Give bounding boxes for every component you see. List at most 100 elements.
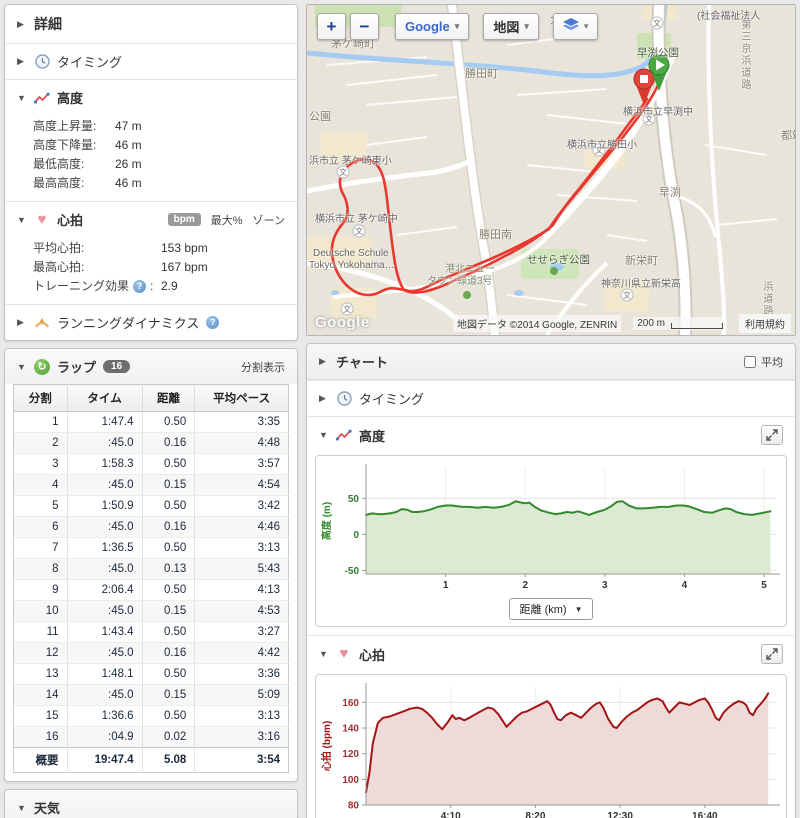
elevation-fullscreen-button[interactable] — [761, 425, 783, 445]
heart-rate-fullscreen-button[interactable] — [761, 644, 783, 664]
lap-row[interactable]: 2:45.0 0.16 4:48 — [13, 432, 289, 454]
lap-row[interactable]: 6:45.0 0.16 4:46 — [13, 516, 289, 538]
svg-text:文: 文 — [343, 304, 351, 314]
timing-section-toggle[interactable]: ▶ タイミング — [5, 43, 297, 79]
collapse-arrow-icon: ▶ — [17, 18, 24, 29]
svg-text:4:10: 4:10 — [441, 811, 461, 818]
lap-row[interactable]: 16:04.9 0.02 3:16 — [13, 726, 289, 748]
laps-table-header-row: 分割 タイム 距離 平均ペース — [13, 384, 289, 412]
elevation-chart-box: -50 0 50 1 2 3 4 5 高度 (m) 距離 (km) ▼ — [315, 455, 787, 627]
lap-row[interactable]: 8:45.0 0.13 5:43 — [13, 558, 289, 580]
svg-text:文: 文 — [623, 290, 631, 300]
start-marker-icon — [648, 54, 670, 91]
svg-text:文: 文 — [595, 145, 603, 155]
chart-elevation-title: 高度 — [359, 428, 386, 444]
map-attribution-bar: 地図データ ©2014 Google, ZENRIN 200 m 利用規約 — [307, 312, 795, 335]
lap-row[interactable]: 3 1:58.3 0.50 3:57 — [13, 453, 289, 475]
elevation-chart: -50 0 50 1 2 3 4 5 高度 (m) — [320, 464, 780, 591]
route-path — [330, 81, 661, 297]
chart-elevation-header[interactable]: ▼ 高度 — [307, 416, 795, 453]
help-icon[interactable]: ? — [133, 280, 147, 293]
svg-text:0: 0 — [353, 530, 359, 541]
svg-text:8:20: 8:20 — [525, 811, 545, 818]
sidebar: ▶ 詳細 ▶ タイミング ▼ 高度 高度上昇量: 47 m 高度下降量: 46 m 最低… — [4, 4, 298, 818]
expand-arrow-icon: ▶ — [319, 356, 326, 366]
elevation-icon — [34, 90, 50, 106]
map-type-dropdown[interactable]: 地図 ▾ — [483, 13, 539, 40]
elevation-xaxis-dropdown[interactable]: 距離 (km) ▼ — [508, 598, 594, 620]
terms-link[interactable]: 利用規約 — [739, 314, 791, 333]
details-title: 詳細 — [34, 16, 62, 32]
lap-row[interactable]: 1 1:47.4 0.50 3:35 — [13, 411, 289, 433]
average-checkbox[interactable] — [744, 355, 756, 368]
laps-icon: ↻ — [34, 358, 50, 375]
laps-panel: ▼ ↻ ラップ 16 分割表示 分割 タイム 距離 平均ペース 1 1:47.4 0.50… — [4, 348, 298, 782]
max-percent-toggle[interactable]: 最大% — [210, 214, 243, 227]
expand-arrow-icon: ▶ — [17, 56, 24, 66]
lap-row[interactable]: 4:45.0 0.15 4:54 — [13, 474, 289, 496]
google-watermark: Google — [315, 314, 370, 331]
chart-panel: ▶ チャート 平均 ▶ タイミング ▼ 高度 — [306, 343, 796, 818]
stat-row: トレーニング効果?:2.9 — [33, 279, 178, 293]
caret-down-icon: ▾ — [524, 21, 529, 31]
end-marker-icon — [633, 68, 655, 105]
svg-text:文: 文 — [339, 167, 347, 177]
heart-rate-chart: 80 100 120 140 160 4:10 8:20 12:30 16:40 心拍 (bpm) — [320, 683, 780, 818]
heart-rate-section-toggle[interactable]: ▼ ♥ 心拍 bpm 最大% ゾーン — [5, 201, 297, 237]
map-canvas: 文 文 文 文 文 文 文 — [307, 5, 795, 335]
heart-rate-stats: 平均心拍: 153 bpm 最高心拍: 167 bpm トレーニング効果?:2.9 — [5, 237, 297, 304]
svg-text:16:40: 16:40 — [692, 811, 718, 818]
lap-row[interactable]: 11 1:43.4 0.50 3:27 — [13, 621, 289, 643]
average-toggle-wrap: 平均 — [744, 354, 783, 370]
map-provider-dropdown[interactable]: Google ▾ — [395, 13, 470, 40]
laps-header[interactable]: ▼ ↻ ラップ 16 分割表示 — [5, 349, 297, 384]
split-view-link[interactable]: 分割表示 — [241, 361, 285, 374]
running-dynamics-toggle[interactable]: ▶ ランニングダイナミクス ? — [5, 304, 297, 340]
weather-header[interactable]: ▼ 天気 — [5, 790, 297, 818]
svg-text:文: 文 — [653, 18, 661, 28]
map-scale: 200 m — [633, 317, 727, 330]
svg-text:高度 (m): 高度 (m) — [320, 502, 333, 540]
lap-row[interactable]: 5 1:50.9 0.50 3:42 — [13, 495, 289, 517]
chart-timing-toggle[interactable]: ▶ タイミング — [307, 380, 795, 416]
collapse-arrow-icon: ▼ — [319, 649, 328, 659]
map-zoom-in-button[interactable]: + — [317, 13, 346, 40]
details-header[interactable]: ▶ 詳細 — [5, 5, 297, 43]
laps-table: 分割 タイム 距離 平均ペース 1 1:47.4 0.50 3:35 2:45.0 0.16 4:… — [13, 384, 289, 773]
laps-summary-row: 概要 19:47.4 5.08 3:54 — [13, 747, 289, 773]
route-map[interactable]: 文 文 文 文 文 文 文 茅ケ崎町大棚町勝田町早渕公園(社会福祉法人横浜市立早… — [306, 4, 796, 336]
lap-row[interactable]: 14:45.0 0.15 5:09 — [13, 684, 289, 706]
help-icon[interactable]: ? — [206, 316, 220, 329]
svg-text:5: 5 — [761, 580, 767, 591]
collapse-arrow-icon: ▼ — [17, 92, 26, 103]
map-zoom-out-button[interactable]: − — [350, 13, 379, 40]
caret-down-icon: ▼ — [574, 604, 583, 614]
zone-toggle[interactable]: ゾーン — [252, 214, 285, 227]
map-layers-icon — [562, 18, 579, 35]
svg-text:4: 4 — [682, 580, 688, 591]
svg-text:1: 1 — [443, 580, 449, 591]
school-symbols: 文 文 文 文 文 文 文 — [336, 16, 664, 316]
lap-row[interactable]: 9 2:06.4 0.50 4:13 — [13, 579, 289, 601]
chart-timing-label: タイミング — [359, 392, 425, 407]
chart-heart-rate-header[interactable]: ▼ ♥ 心拍 — [307, 635, 795, 672]
svg-text:文: 文 — [355, 226, 363, 236]
collapse-arrow-icon: ▼ — [17, 802, 26, 813]
map-layers-dropdown[interactable]: ▾ — [552, 13, 599, 40]
main-content: 文 文 文 文 文 文 文 茅ケ崎町大棚町勝田町早渕公園(社会福祉法人横浜市立早… — [306, 4, 796, 818]
svg-text:100: 100 — [342, 775, 359, 786]
svg-text:12:30: 12:30 — [607, 811, 633, 818]
elevation-section-toggle[interactable]: ▼ 高度 — [5, 79, 297, 115]
laps-column-header: 平均ペース — [194, 384, 289, 412]
lap-row[interactable]: 13 1:48.1 0.50 3:36 — [13, 663, 289, 685]
svg-text:心拍 (bpm): 心拍 (bpm) — [320, 721, 333, 772]
lap-row[interactable]: 12:45.0 0.16 4:42 — [13, 642, 289, 664]
bpm-unit-toggle[interactable]: bpm — [167, 213, 201, 226]
lap-row[interactable]: 10:45.0 0.15 4:53 — [13, 600, 289, 622]
stat-row: 最高心拍: 167 bpm — [33, 260, 208, 274]
chart-panel-header[interactable]: ▶ チャート 平均 — [307, 344, 795, 380]
lap-row[interactable]: 15 1:36.6 0.50 3:13 — [13, 705, 289, 727]
timing-label: タイミング — [57, 55, 123, 70]
lap-row[interactable]: 7 1:36.5 0.50 3:13 — [13, 537, 289, 559]
clock-icon — [336, 391, 352, 407]
